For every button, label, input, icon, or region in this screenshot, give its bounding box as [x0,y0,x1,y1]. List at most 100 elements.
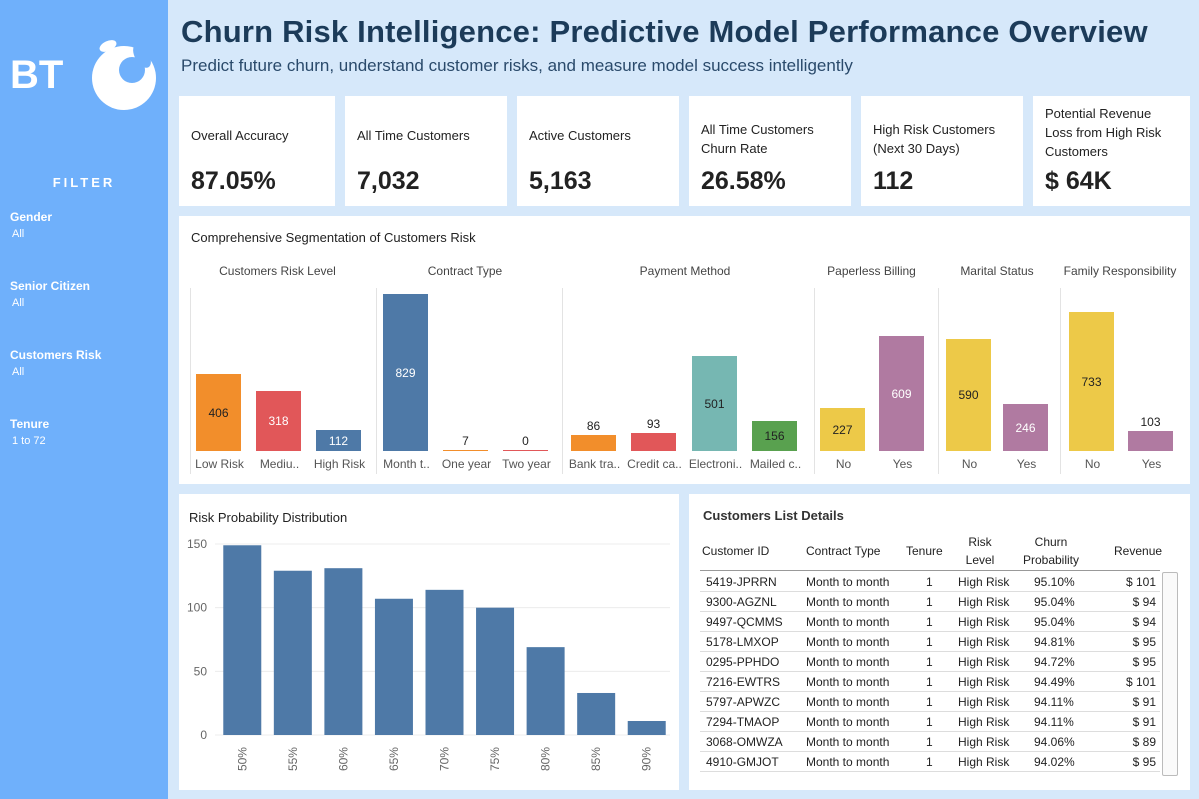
segment-bar[interactable] [946,339,991,451]
cell-churn-probability: 94.11% [1034,695,1074,709]
header-divider [700,570,1160,571]
segment-bar[interactable] [692,356,737,451]
table-row[interactable]: 5797-APWZC Month to month 1 High Risk 94… [700,692,1160,712]
distribution-bar[interactable] [223,545,262,735]
table-row[interactable]: 7216-EWTRS Month to month 1 High Risk 94… [700,672,1160,692]
filter-value[interactable]: 1 to 72 [12,435,46,447]
x-tick-label: 60% [336,747,350,771]
column-header-contract-type[interactable]: Contract Type [806,544,881,558]
bar-category-label: Credit ca.. [627,457,682,471]
segment-bar[interactable] [443,450,488,451]
table-row[interactable]: 0295-PPHDO Month to month 1 High Risk 94… [700,652,1160,672]
table-row[interactable]: 3068-OMWZA Month to month 1 High Risk 94… [700,732,1160,752]
cell-revenue: $ 94 [1132,595,1156,609]
customers-list-panel [689,494,1190,790]
segment-bar[interactable] [1069,312,1114,451]
filter-senior-citizen[interactable]: Senior Citizen All [10,279,160,309]
table-scrollbar[interactable] [1162,572,1178,776]
segment-bar[interactable] [571,435,616,451]
filter-tenure[interactable]: Tenure 1 to 72 [10,417,160,447]
bt-logo: BT [10,40,156,110]
segment-bar[interactable] [1003,404,1048,451]
kpi-label: High Risk Customers (Next 30 Days) [873,122,996,156]
table-row[interactable]: 5419-JPRRN Month to month 1 High Risk 95… [700,572,1160,592]
cell-risk-level: High Risk [958,575,1010,589]
segment-bar[interactable] [631,433,676,451]
kpi-high-risk-customers: High Risk Customers (Next 30 Days) 112 [861,96,1023,206]
filter-label: Senior Citizen [10,279,91,293]
cell-contract-type: Month to month [806,615,890,629]
segment-bar[interactable] [879,336,924,451]
distribution-bar[interactable] [273,570,312,735]
cell-risk-level: High Risk [958,675,1010,689]
segment-bar[interactable] [383,294,428,451]
segment-bar[interactable] [1128,431,1173,451]
page-title: Churn Risk Intelligence: Predictive Mode… [181,14,1148,49]
filter-value[interactable]: All [12,366,25,378]
filter-value[interactable]: All [12,228,25,240]
distribution-bar[interactable] [324,568,363,735]
kpi-churn-rate: All Time Customers Churn Rate 26.58% [689,96,851,206]
cell-risk-level: High Risk [958,695,1010,709]
column-header-revenue[interactable]: Revenue [1114,544,1163,558]
segment-divider [938,288,939,474]
table-row[interactable]: 9497-QCMMS Month to month 1 High Risk 95… [700,612,1160,632]
distribution-bar[interactable] [526,647,565,735]
logo-text: BT [10,53,63,97]
kpi-value: 87.05% [191,167,276,195]
distribution-bar[interactable] [374,598,413,735]
cell-churn-probability: 95.10% [1034,575,1075,589]
segment-bar[interactable] [503,450,548,451]
bar-value-label: 93 [646,417,661,431]
table-row[interactable]: 5178-LMXOP Month to month 1 High Risk 94… [700,632,1160,652]
sidebar: BT FILTER Gender All Senior Citizen All … [0,0,168,799]
filter-gender[interactable]: Gender All [10,210,160,240]
cell-customer-id: 7216-EWTRS [706,675,781,689]
cell-contract-type: Month to month [806,575,890,589]
segmentation-title: Comprehensive Segmentation of Customers … [191,230,476,245]
bar-category-label: No [961,457,978,471]
filter-value[interactable]: All [12,297,25,309]
cell-churn-probability: 94.81% [1034,635,1075,649]
distribution-title: Risk Probability Distribution [189,510,348,525]
column-header-churn-probability[interactable]: Churn Probability [1022,535,1080,567]
distribution-bar[interactable] [627,720,666,735]
x-tick-label: 65% [387,747,401,771]
bar-category-label: Mediu.. [259,457,300,471]
filter-customers-risk[interactable]: Customers Risk All [10,348,160,378]
cell-tenure: 1 [926,595,933,609]
table-row[interactable]: 9300-AGZNL Month to month 1 High Risk 95… [700,592,1160,612]
segment-title: Contract Type [427,264,503,278]
cell-customer-id: 5178-LMXOP [706,635,779,649]
cell-tenure: 1 [926,735,933,749]
column-header-risk-level[interactable]: Risk Level [965,535,995,567]
distribution-bar[interactable] [577,692,616,735]
x-tick-label: 80% [539,747,553,771]
bar-category-label: Yes [892,457,913,471]
segment-divider [190,288,191,474]
column-header-customer-id[interactable]: Customer ID [702,544,770,558]
table-row[interactable]: 4910-GMJOT Month to month 1 High Risk 94… [700,752,1160,772]
cell-revenue: $ 94 [1132,615,1156,629]
kpi-label: Active Customers [529,128,631,143]
segment-bar[interactable] [820,408,865,451]
bar-category-label: Yes [1141,457,1162,471]
distribution-bar[interactable] [476,607,515,735]
segment-bar[interactable] [752,421,797,451]
segment-bar[interactable] [316,430,361,451]
y-tick-label: 50 [194,664,208,678]
distribution-bar[interactable] [425,589,464,735]
cell-contract-type: Month to month [806,595,890,609]
cell-revenue: $ 101 [1125,675,1156,689]
cell-churn-probability: 95.04% [1034,595,1075,609]
segment-bar[interactable] [196,374,241,451]
bar-value-label: 112 [328,433,349,448]
segment-title: Family Responsibility [1063,264,1177,278]
filter-label: Tenure [10,417,50,431]
column-header-tenure[interactable]: Tenure [906,544,943,558]
cell-customer-id: 9300-AGZNL [706,595,777,609]
segment-bar[interactable] [256,391,301,451]
cell-tenure: 1 [926,635,933,649]
kpi-value: 26.58% [701,167,786,195]
table-row[interactable]: 7294-TMAOP Month to month 1 High Risk 94… [700,712,1160,732]
